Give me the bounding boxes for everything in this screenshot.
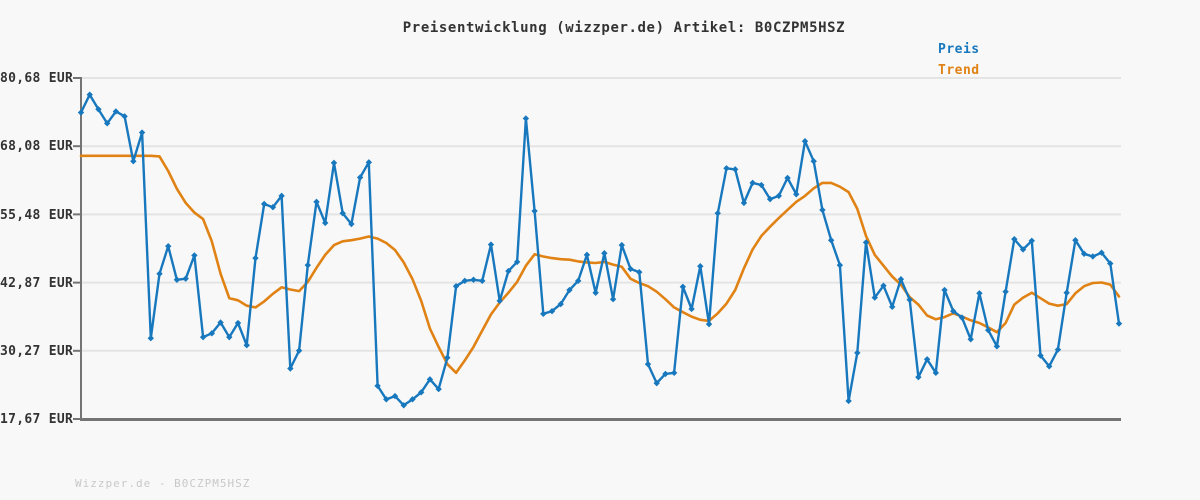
preis-line <box>79 93 1121 407</box>
y-axis-label-3: 42,87 EUR <box>0 276 74 291</box>
y-axis-label-1: 68,08 EUR <box>0 139 74 154</box>
y-axis-label-2: 55,48 EUR <box>0 208 74 223</box>
y-axis-label-0: 80,68 EUR <box>0 71 74 86</box>
watermark: Wizzper.de - B0CZPM5HSZ <box>75 477 251 490</box>
legend-label-preis: Preis <box>938 42 980 57</box>
legend: Preis Trend <box>938 39 980 81</box>
trend-line <box>79 154 1121 375</box>
legend-item-trend: Trend <box>938 60 980 81</box>
chart-title: Preisentwicklung (wizzper.de) Artikel: B… <box>402 20 846 36</box>
legend-item-preis: Preis <box>938 39 980 60</box>
legend-label-trend: Trend <box>938 63 980 78</box>
y-axis-label-4: 30,27 EUR <box>0 344 74 359</box>
preis-markers <box>77 91 1123 409</box>
y-axis-label-5: 17,67 EUR <box>0 412 74 427</box>
